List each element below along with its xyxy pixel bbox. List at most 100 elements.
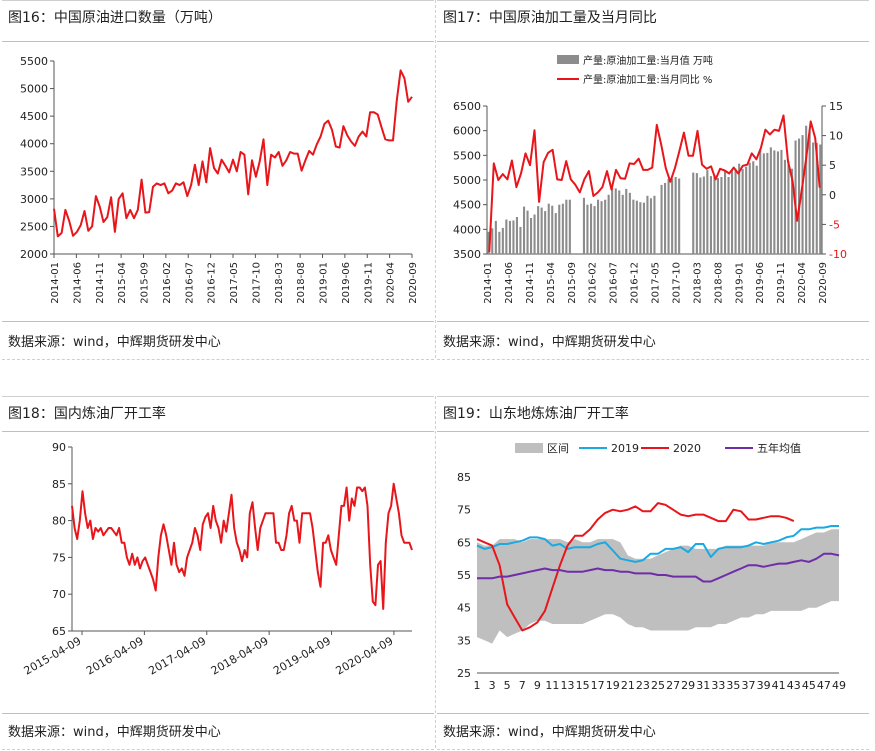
x-tick-label: 2019-04-09 [271,634,333,677]
yoy-line [488,114,821,253]
y-right-tick-label: 5 [829,159,836,172]
processing-bar [561,203,564,254]
processing-bar [766,152,769,254]
y-tick-label: 65 [52,625,66,638]
processing-bar [600,201,603,254]
run-rate-line [71,482,413,610]
source-note: 数据来源：wind，中辉期货研发中心 [443,725,656,740]
processing-bar [586,204,589,254]
x-tick-label: 2019-06 [341,262,352,304]
x-tick-label: 47 [817,679,831,692]
processing-bar [494,220,497,254]
processing-bar [551,205,554,254]
legend-bar-label: 产量:原油加工量:当月值 万吨 [583,54,713,67]
processing-bar [727,177,730,254]
y-right-tick-label: -5 [829,218,840,231]
y-left-tick-label: 3500 [453,248,481,261]
x-tick-label: 2016-02 [162,262,173,304]
processing-bar [558,204,561,254]
x-tick-label: 2014-06 [72,262,83,304]
processing-bar [699,177,702,254]
y-tick-label: 75 [52,551,66,564]
x-tick-label: 2017-05 [229,262,240,304]
x-tick-label: 2017-10 [251,262,262,304]
x-tick-label: 19 [606,679,620,692]
y-tick-label: 3000 [20,193,48,206]
imports-line [53,69,413,238]
processing-bar [664,183,667,254]
processing-bar [649,198,652,254]
x-tick-label: 35 [726,679,740,692]
processing-bar [745,166,748,254]
y-left-tick-label: 6000 [453,125,481,138]
processing-bar [724,170,727,254]
y-tick-label: 65 [457,536,471,549]
x-tick-label: 27 [666,679,680,692]
chart-title: 图18：国内炼油厂开工率 [8,406,166,422]
y-right-tick-label: -10 [829,248,847,261]
x-tick-label: 2015-09 [140,262,151,304]
processing-bar [741,169,744,254]
source-note: 数据来源：wind，中辉期货研发中心 [8,335,221,350]
processing-bar [808,130,811,254]
x-tick-label: 2017-10 [671,262,682,304]
processing-bar [646,195,649,254]
processing-bar [526,210,529,254]
x-tick-label: 39 [757,679,771,692]
series-line-五年均值 [477,552,840,583]
x-tick-label: 11 [545,679,559,692]
processing-bar [635,200,638,254]
chart-title: 图17：中国原油加工量及当月同比 [443,10,657,26]
y-tick-label: 3500 [20,165,48,178]
processing-bar [604,199,607,254]
x-tick-label: 9 [534,679,541,692]
processing-bar [639,202,642,254]
y-tick-label: 5500 [20,55,48,68]
x-tick-label: 2020-09 [818,262,829,304]
processing-bar [593,206,596,254]
source-note: 数据来源：wind，中辉期货研发中心 [8,725,221,740]
processing-bar [554,213,557,254]
processing-bar [734,168,737,254]
x-tick-label: 2015-04-09 [22,634,84,677]
x-tick-label: 2015-04 [117,262,128,304]
x-tick-label: 2014-11 [525,262,536,304]
x-tick-label: 2014-01 [483,262,494,304]
processing-bar [590,203,593,254]
y-tick-label: 5000 [20,83,48,96]
x-tick-label: 2018-03 [692,262,703,304]
processing-bar [614,188,617,254]
x-tick-label: 25 [651,679,665,692]
x-tick-label: 49 [832,679,846,692]
y-tick-label: 75 [457,504,471,517]
x-tick-label: 41 [772,679,786,692]
processing-bar [533,214,536,254]
legend-label: 五年均值 [757,441,801,455]
processing-bar [720,177,723,254]
x-tick-label: 37 [742,679,756,692]
processing-bar [709,176,712,254]
x-tick-label: 2019-01 [734,262,745,304]
x-tick-label: 2019-11 [776,262,787,304]
y-tick-label: 45 [457,602,471,615]
processing-bar [505,219,508,254]
processing-bar [695,173,698,254]
y-left-tick-label: 5000 [453,174,481,187]
processing-bar [544,211,547,254]
legend-label: 2020 [673,442,701,455]
processing-bar [565,199,568,254]
processing-bar [706,170,709,254]
x-tick-label: 43 [787,679,801,692]
x-tick-label: 2017-04-09 [146,634,208,677]
x-tick-label: 2014-01 [50,262,61,304]
chart-panel-refinery-rate: 图18：国内炼油厂开工率 65 70 75 80 85 90 2015-04-09 2016-… [2,396,434,750]
legend-label: 区间 [547,442,569,455]
processing-bar [738,163,741,254]
processing-bar [798,138,801,254]
x-tick-label: 2015-09 [567,262,578,304]
x-tick-label: 2016-07 [609,262,620,304]
processing-bar [498,231,501,254]
legend-label: 2019 [611,442,639,455]
x-tick-label: 7 [519,679,526,692]
chart-crude-imports: 2000 2500 3000 3500 4000 4500 5000 5500 2014-01 2… [20,55,419,304]
